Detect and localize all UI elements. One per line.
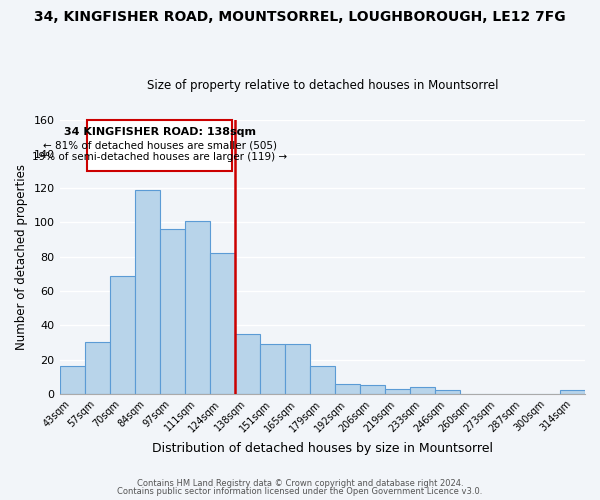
Bar — [59, 366, 85, 394]
Bar — [435, 390, 460, 394]
Bar — [185, 220, 209, 394]
Title: Size of property relative to detached houses in Mountsorrel: Size of property relative to detached ho… — [146, 79, 498, 92]
Bar — [310, 366, 335, 394]
FancyBboxPatch shape — [87, 120, 232, 171]
Text: Contains HM Land Registry data © Crown copyright and database right 2024.: Contains HM Land Registry data © Crown c… — [137, 478, 463, 488]
Bar — [360, 386, 385, 394]
Text: ← 81% of detached houses are smaller (505): ← 81% of detached houses are smaller (50… — [43, 140, 277, 150]
Bar — [335, 384, 360, 394]
Bar — [285, 344, 310, 394]
Bar — [385, 388, 410, 394]
Text: 19% of semi-detached houses are larger (119) →: 19% of semi-detached houses are larger (… — [32, 152, 287, 162]
Bar — [560, 390, 585, 394]
Bar — [160, 230, 185, 394]
Bar — [209, 254, 235, 394]
Text: Contains public sector information licensed under the Open Government Licence v3: Contains public sector information licen… — [118, 487, 482, 496]
Bar — [110, 276, 134, 394]
Bar — [260, 344, 285, 394]
Bar — [134, 190, 160, 394]
Bar — [85, 342, 110, 394]
Y-axis label: Number of detached properties: Number of detached properties — [15, 164, 28, 350]
Bar — [235, 334, 260, 394]
X-axis label: Distribution of detached houses by size in Mountsorrel: Distribution of detached houses by size … — [152, 442, 493, 455]
Text: 34, KINGFISHER ROAD, MOUNTSORREL, LOUGHBOROUGH, LE12 7FG: 34, KINGFISHER ROAD, MOUNTSORREL, LOUGHB… — [34, 10, 566, 24]
Bar — [410, 387, 435, 394]
Text: 34 KINGFISHER ROAD: 138sqm: 34 KINGFISHER ROAD: 138sqm — [64, 128, 256, 138]
